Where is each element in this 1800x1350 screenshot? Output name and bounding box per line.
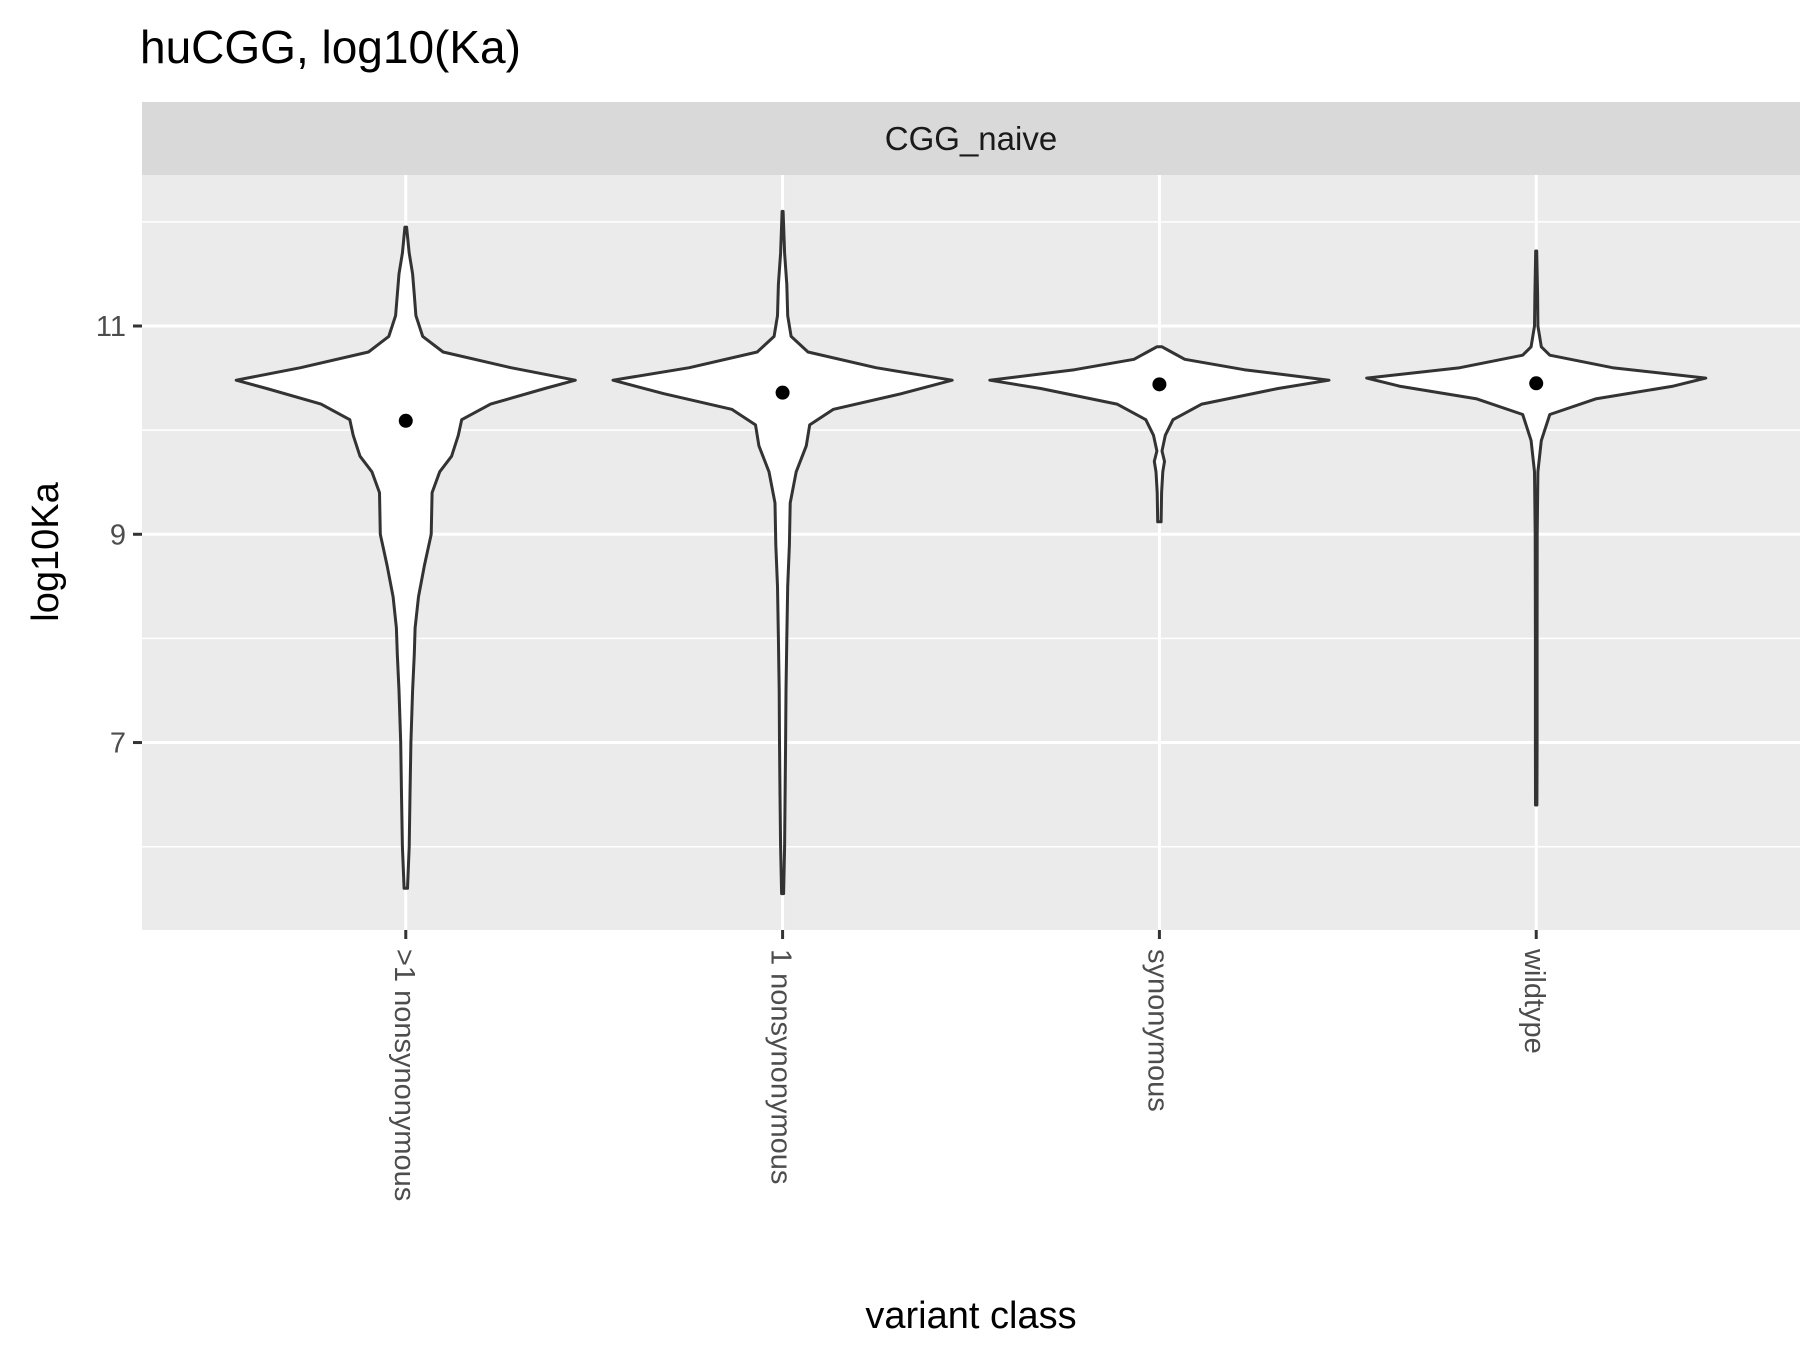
violin-layer [234,209,1708,896]
x-tick-label: synonymous [1141,949,1173,1112]
x-tick-label: >1 nonsynonymous [388,949,420,1201]
mean-point-1 [398,413,413,428]
facet-label: CGG_naive [885,120,1057,157]
facet-strip [142,102,1800,175]
x-axis-title: variant class [865,1295,1076,1337]
y-tick-label: 7 [110,728,126,760]
violin-1 [234,225,577,890]
chart-title: huCGG, log10(Ka) [140,21,521,73]
mean-point-2 [775,385,790,400]
y-tick-label: 9 [110,519,126,551]
x-tick-label: wildtype [1518,948,1550,1054]
violin-4 [1365,249,1708,807]
x-tick-label: 1 nonsynonymous [765,949,797,1184]
y-tick-label: 11 [96,311,126,343]
violin-2 [611,209,954,896]
y-axis-title: log10Ka [25,481,67,621]
violin-3 [988,345,1331,524]
mean-point-3 [1152,377,1167,392]
mean-point-4 [1529,376,1544,391]
axis-layer: 7 9 11 >1 nonsynonymous 1 nonsynonymous synon… [96,311,1550,1201]
